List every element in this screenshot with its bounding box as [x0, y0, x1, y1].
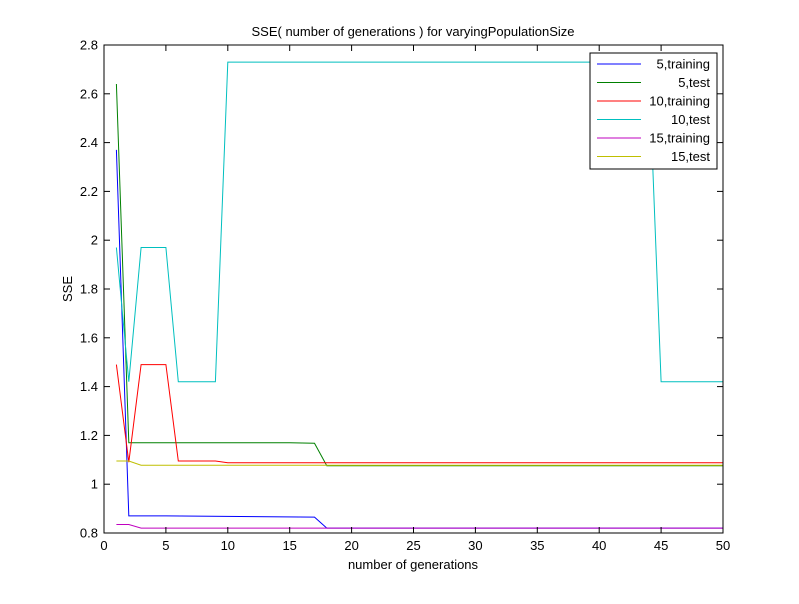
x-tick-label: 50 — [716, 538, 730, 553]
series-line — [115, 149, 723, 529]
legend-label: 10,training — [649, 94, 710, 109]
series-line — [116, 460, 723, 466]
series-layer — [115, 61, 723, 529]
legend-box — [589, 52, 718, 170]
x-tick-label: 40 — [592, 538, 606, 553]
y-tick-label: 2 — [91, 233, 98, 248]
y-tick-label: 1 — [91, 477, 98, 492]
y-tick-label: 1.2 — [80, 428, 98, 443]
legend: 5,training 5,test 10,training 10,test 15,tra… — [589, 52, 718, 170]
y-axis-label: SSE — [60, 276, 75, 302]
y-tick-label: 2.6 — [80, 86, 98, 101]
y-tick-label: 2.8 — [80, 38, 98, 53]
legend-label: 15,test — [671, 149, 710, 164]
legend-label: 5,test — [678, 75, 710, 90]
x-tick-label: 25 — [406, 538, 420, 553]
legend-label: 10,test — [671, 112, 710, 127]
x-tick-label: 15 — [282, 538, 296, 553]
x-tick-label: 10 — [221, 538, 235, 553]
x-axis-label: number of generations — [348, 557, 479, 572]
series-line — [115, 83, 723, 467]
y-tick-label: 1.4 — [80, 379, 98, 394]
ticks-layer: 0 5 10 15 20 25 30 35 40 45 50 0.8 1 1.2 1.4 1.6 1.8 2 2.2… — [80, 38, 730, 554]
y-tick-label: 2.4 — [80, 135, 98, 150]
x-tick-label: 20 — [344, 538, 358, 553]
legend-label: 15,training — [649, 131, 710, 146]
x-tick-label: 30 — [468, 538, 482, 553]
series-line — [115, 364, 723, 464]
x-tick-label: 5 — [162, 538, 169, 553]
y-tick-label: 0.8 — [80, 526, 98, 541]
chart-title: SSE( number of generations ) for varying… — [251, 24, 574, 39]
x-tick-label: 0 — [100, 538, 107, 553]
y-tick-label: 1.6 — [80, 330, 98, 345]
y-tick-label: 1.8 — [80, 282, 98, 297]
x-tick-label: 35 — [530, 538, 544, 553]
legend-label: 5,training — [657, 57, 710, 72]
series-line — [116, 524, 723, 529]
x-tick-label: 45 — [654, 538, 668, 553]
y-tick-label: 2.2 — [80, 184, 98, 199]
